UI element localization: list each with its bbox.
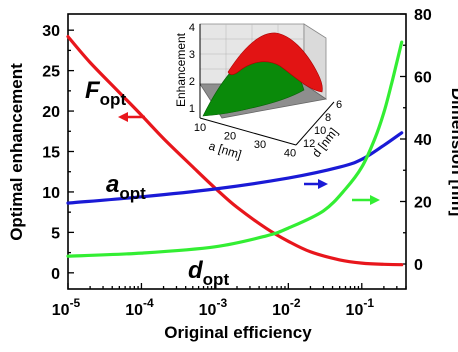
inset-d-tick-label: 12 — [303, 138, 315, 150]
inset-a-axis-label: a [nm] — [207, 139, 243, 162]
left-y-tick-label: 20 — [42, 104, 60, 121]
a-opt-right-axis-arrow — [304, 179, 328, 189]
inset-d-axis — [295, 101, 335, 146]
right-y-tick-label: 40 — [414, 132, 432, 149]
left-y-tick-label: 0 — [51, 266, 60, 283]
inset-a-tick-label: 30 — [254, 139, 266, 151]
right-y-axis-label: Dimension [nm] — [448, 88, 458, 216]
inset-z-tick-label: 3 — [189, 49, 195, 61]
x-ticks: 10-5 10-4 10-3 10-2 10-1 — [52, 283, 407, 319]
series-label-a-opt: aopt — [106, 171, 146, 203]
series-label-d-opt: dopt — [188, 257, 229, 289]
left-y-tick-label: 25 — [42, 64, 60, 81]
inset-z-axis-label: Enhancement — [174, 32, 188, 107]
series-line-f-opt — [66, 35, 404, 267]
x-tick-label: 10-4 — [125, 296, 154, 319]
inset-z-ticks: 1 2 3 4 — [189, 22, 195, 115]
d-opt-right-axis-arrow — [352, 195, 380, 205]
inset-z-tick-label: 4 — [189, 22, 195, 34]
right-y-ticks: 0 20 40 60 80 — [400, 7, 432, 274]
inset-a-tick-label: 10 — [194, 122, 206, 134]
left-y-tick-label: 5 — [51, 225, 60, 242]
left-y-tick-label: 10 — [42, 185, 60, 202]
left-y-tick-label: 30 — [42, 23, 60, 40]
series-line-d-opt — [66, 40, 404, 258]
x-tick-label: 10-3 — [199, 296, 228, 319]
x-tick-label: 10-5 — [52, 296, 81, 319]
series-lines — [66, 35, 404, 267]
inset-z-tick-label: 1 — [189, 103, 195, 115]
x-tick-label: 10-1 — [346, 296, 375, 319]
inset-d-tick-label: 8 — [325, 112, 331, 124]
left-y-ticks: 0 5 10 15 20 25 30 — [42, 23, 74, 283]
x-tick-label: 10-2 — [272, 296, 301, 319]
series-label-f-opt: Fopt — [85, 77, 126, 109]
inset-d-tick-label: 6 — [336, 99, 342, 111]
left-y-tick-label: 15 — [42, 145, 60, 162]
inset-a-axis — [199, 117, 297, 146]
inset-d-tick-label: 10 — [314, 125, 326, 137]
left-y-axis-label: Optimal enhancement — [7, 63, 26, 241]
right-y-tick-label: 0 — [414, 257, 423, 274]
f-opt-left-axis-arrow — [118, 112, 145, 122]
right-y-tick-label: 80 — [414, 7, 432, 24]
right-y-tick-label: 60 — [414, 70, 432, 87]
inset-a-tick-label: 40 — [284, 148, 296, 160]
inset-a-ticks: 10 20 30 40 — [194, 122, 296, 160]
inset-surface-red — [227, 32, 323, 93]
inset-z-tick-label: 2 — [189, 76, 195, 88]
series-line-a-opt — [66, 131, 404, 205]
inset-a-tick-label: 20 — [224, 131, 236, 143]
right-y-tick-label: 20 — [414, 195, 432, 212]
x-axis-label: Original efficiency — [164, 323, 312, 342]
